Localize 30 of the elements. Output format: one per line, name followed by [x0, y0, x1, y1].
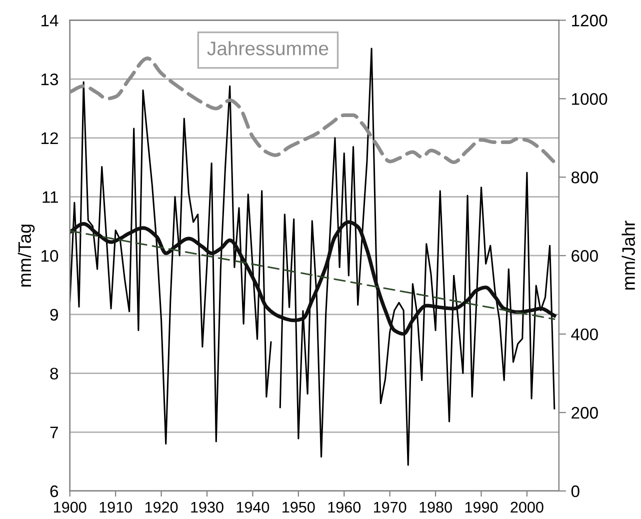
x-tick-label: 1980	[420, 502, 452, 513]
y2-tick-label: 0	[571, 485, 580, 498]
y-tick-label: 8	[50, 368, 58, 380]
x-tick-label: 1960	[328, 502, 361, 513]
x-tick-label: 1920	[145, 502, 178, 513]
x-tick-label: 2000	[510, 502, 544, 513]
y2-axis-title: mm/Jahr	[622, 220, 635, 290]
y2-tick-label: 200	[572, 406, 598, 419]
x-tick-label: 1900	[54, 502, 86, 513]
y2-tick-label: 1200	[572, 14, 608, 26]
x-tick-label: 1930	[191, 502, 224, 513]
y2-tick-label: 600	[572, 250, 598, 262]
text: Jahressumme	[207, 41, 328, 56]
y2-tick-label: 800	[571, 172, 598, 184]
y-axis-title: mm/Tag	[18, 224, 35, 287]
x-tick-label: 1970	[374, 502, 406, 513]
y2-tick-label: 1000	[572, 93, 608, 105]
y-tick-label: 7	[50, 426, 58, 438]
y2-tick-label: 400	[571, 328, 598, 340]
x-tick-label: 1950	[282, 502, 315, 513]
y-tick-label: 11	[42, 191, 58, 203]
y-tick-label: 6	[50, 485, 58, 498]
y-tick-label: 13	[41, 73, 58, 86]
y-tick-label: 9	[50, 308, 58, 321]
x-tick-label: 1990	[465, 502, 498, 513]
x-tick-label: 1940	[236, 502, 270, 513]
y-tick-label: 14	[41, 14, 58, 26]
y-tick-label: 10	[41, 250, 58, 262]
x-tick-label: 1910	[100, 502, 132, 513]
y-tick-label: 12	[41, 132, 58, 144]
